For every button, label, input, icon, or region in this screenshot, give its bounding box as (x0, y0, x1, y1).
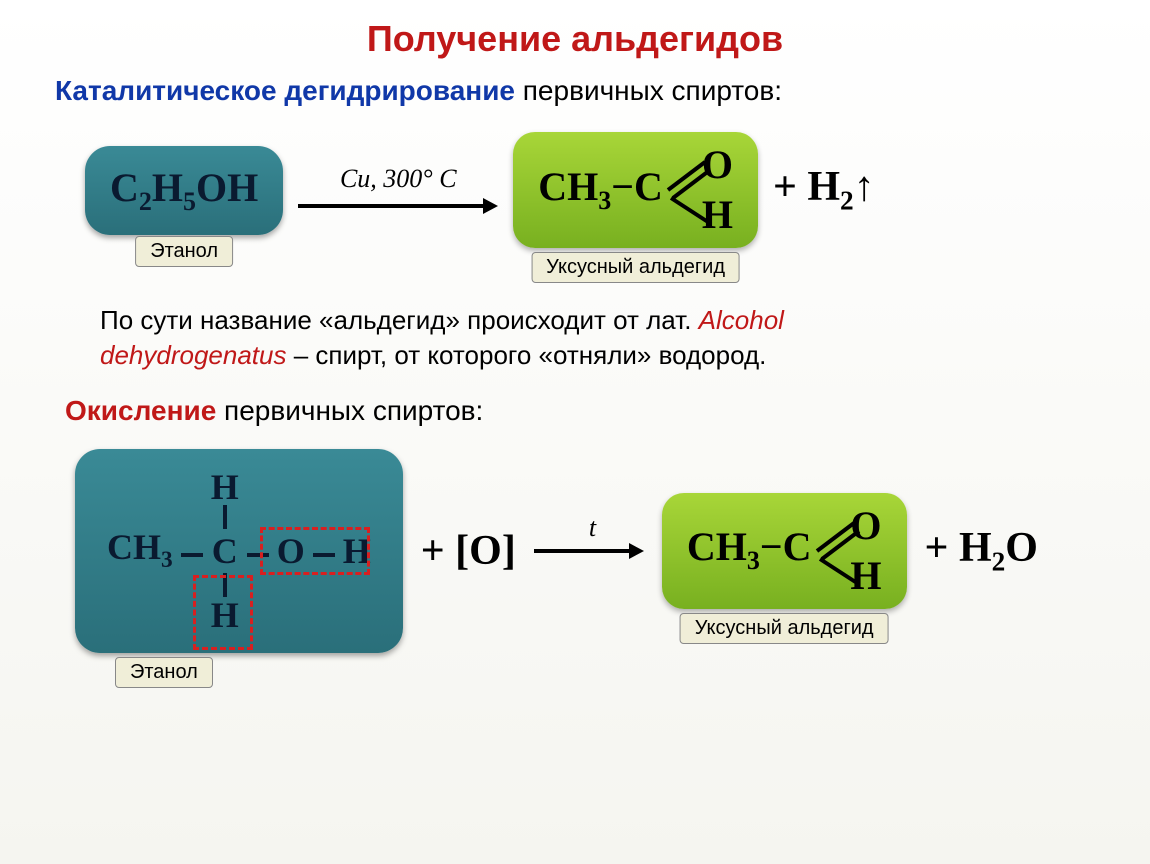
product-acetaldehyde-box: CH3−C O H Уксусный альдегид (513, 132, 758, 248)
subtitle1-rest: первичных спиртов: (515, 75, 782, 106)
page-title: Получение альдегидов (45, 18, 1105, 60)
c-center: C (208, 533, 242, 569)
ethanol-label: Этанол (135, 236, 233, 267)
arrow-2: t (534, 541, 644, 561)
oxygen-atom-2: O (850, 506, 881, 546)
reaction-1: C2H5OH Этанол Cu, 300° C CH3−C O H Уксус… (85, 132, 1105, 248)
reactant-ethanol-box: C2H5OH Этанол (85, 146, 283, 235)
h-bottom: H (207, 597, 243, 633)
ch3-frag: CH3 (103, 529, 177, 573)
acetaldehyde-label-2: Уксусный альдегид (680, 613, 889, 644)
hydrogen-atom: H (702, 195, 733, 235)
desc-part2: – спирт, от которого «отняли» водород. (286, 340, 766, 370)
acetaldehyde-label: Уксусный альдегид (531, 252, 740, 283)
acetaldehyde-structure: CH3−C O H (538, 150, 733, 230)
arrow1-condition: Cu, 300° C (340, 164, 457, 194)
ethanol-formula: C2H5OH (110, 165, 258, 210)
subtitle2-rest: первичных спиртов: (216, 395, 483, 426)
arrow2-condition: t (589, 513, 596, 543)
oxygen-atom: O (702, 145, 733, 185)
subtitle-dehydrogenation: Каталитическое дегидрирование первичных … (55, 75, 1105, 107)
reaction-2: H CH3COH H Этанол + [O] t CH3−C O (75, 449, 1105, 653)
arrow-icon (298, 196, 498, 216)
o-atom: O (273, 533, 309, 569)
ch3c-fragment: CH3−C (538, 167, 663, 214)
arrow-1: Cu, 300° C (298, 164, 498, 216)
plus-oxygen: + [O] (421, 527, 516, 575)
subtitle-oxidation: Окисление первичных спиртов: (65, 395, 1105, 427)
desc-latin2: dehydrogenatus (100, 340, 286, 370)
hydrogen-atom-2: H (850, 556, 881, 596)
acetaldehyde-structure-2: CH3−C O H (687, 511, 882, 591)
plus-h2: + H2↑ (773, 163, 875, 216)
desc-part1: По сути название «альдегид» происходит о… (100, 305, 699, 335)
ethanol-label-2: Этанол (115, 657, 213, 688)
plus-h2o: + H2O (925, 524, 1038, 577)
desc-latin1: Alcohol (699, 305, 784, 335)
etymology-note: По сути название «альдегид» происходит о… (100, 303, 1070, 373)
h-right: H (339, 533, 375, 569)
subtitle2-strong: Окисление (65, 395, 216, 426)
ethanol-structure: H CH3 COH H (103, 469, 375, 633)
product-acetaldehyde-box-2: CH3−C O H Уксусный альдегид (662, 493, 907, 609)
h-top: H (207, 469, 243, 505)
reactant-ethanol-struct-box: H CH3COH H Этанол (75, 449, 403, 653)
arrow-icon (534, 541, 644, 561)
ch3c-fragment-2: CH3−C (687, 527, 812, 574)
subtitle1-strong: Каталитическое дегидрирование (55, 75, 515, 106)
